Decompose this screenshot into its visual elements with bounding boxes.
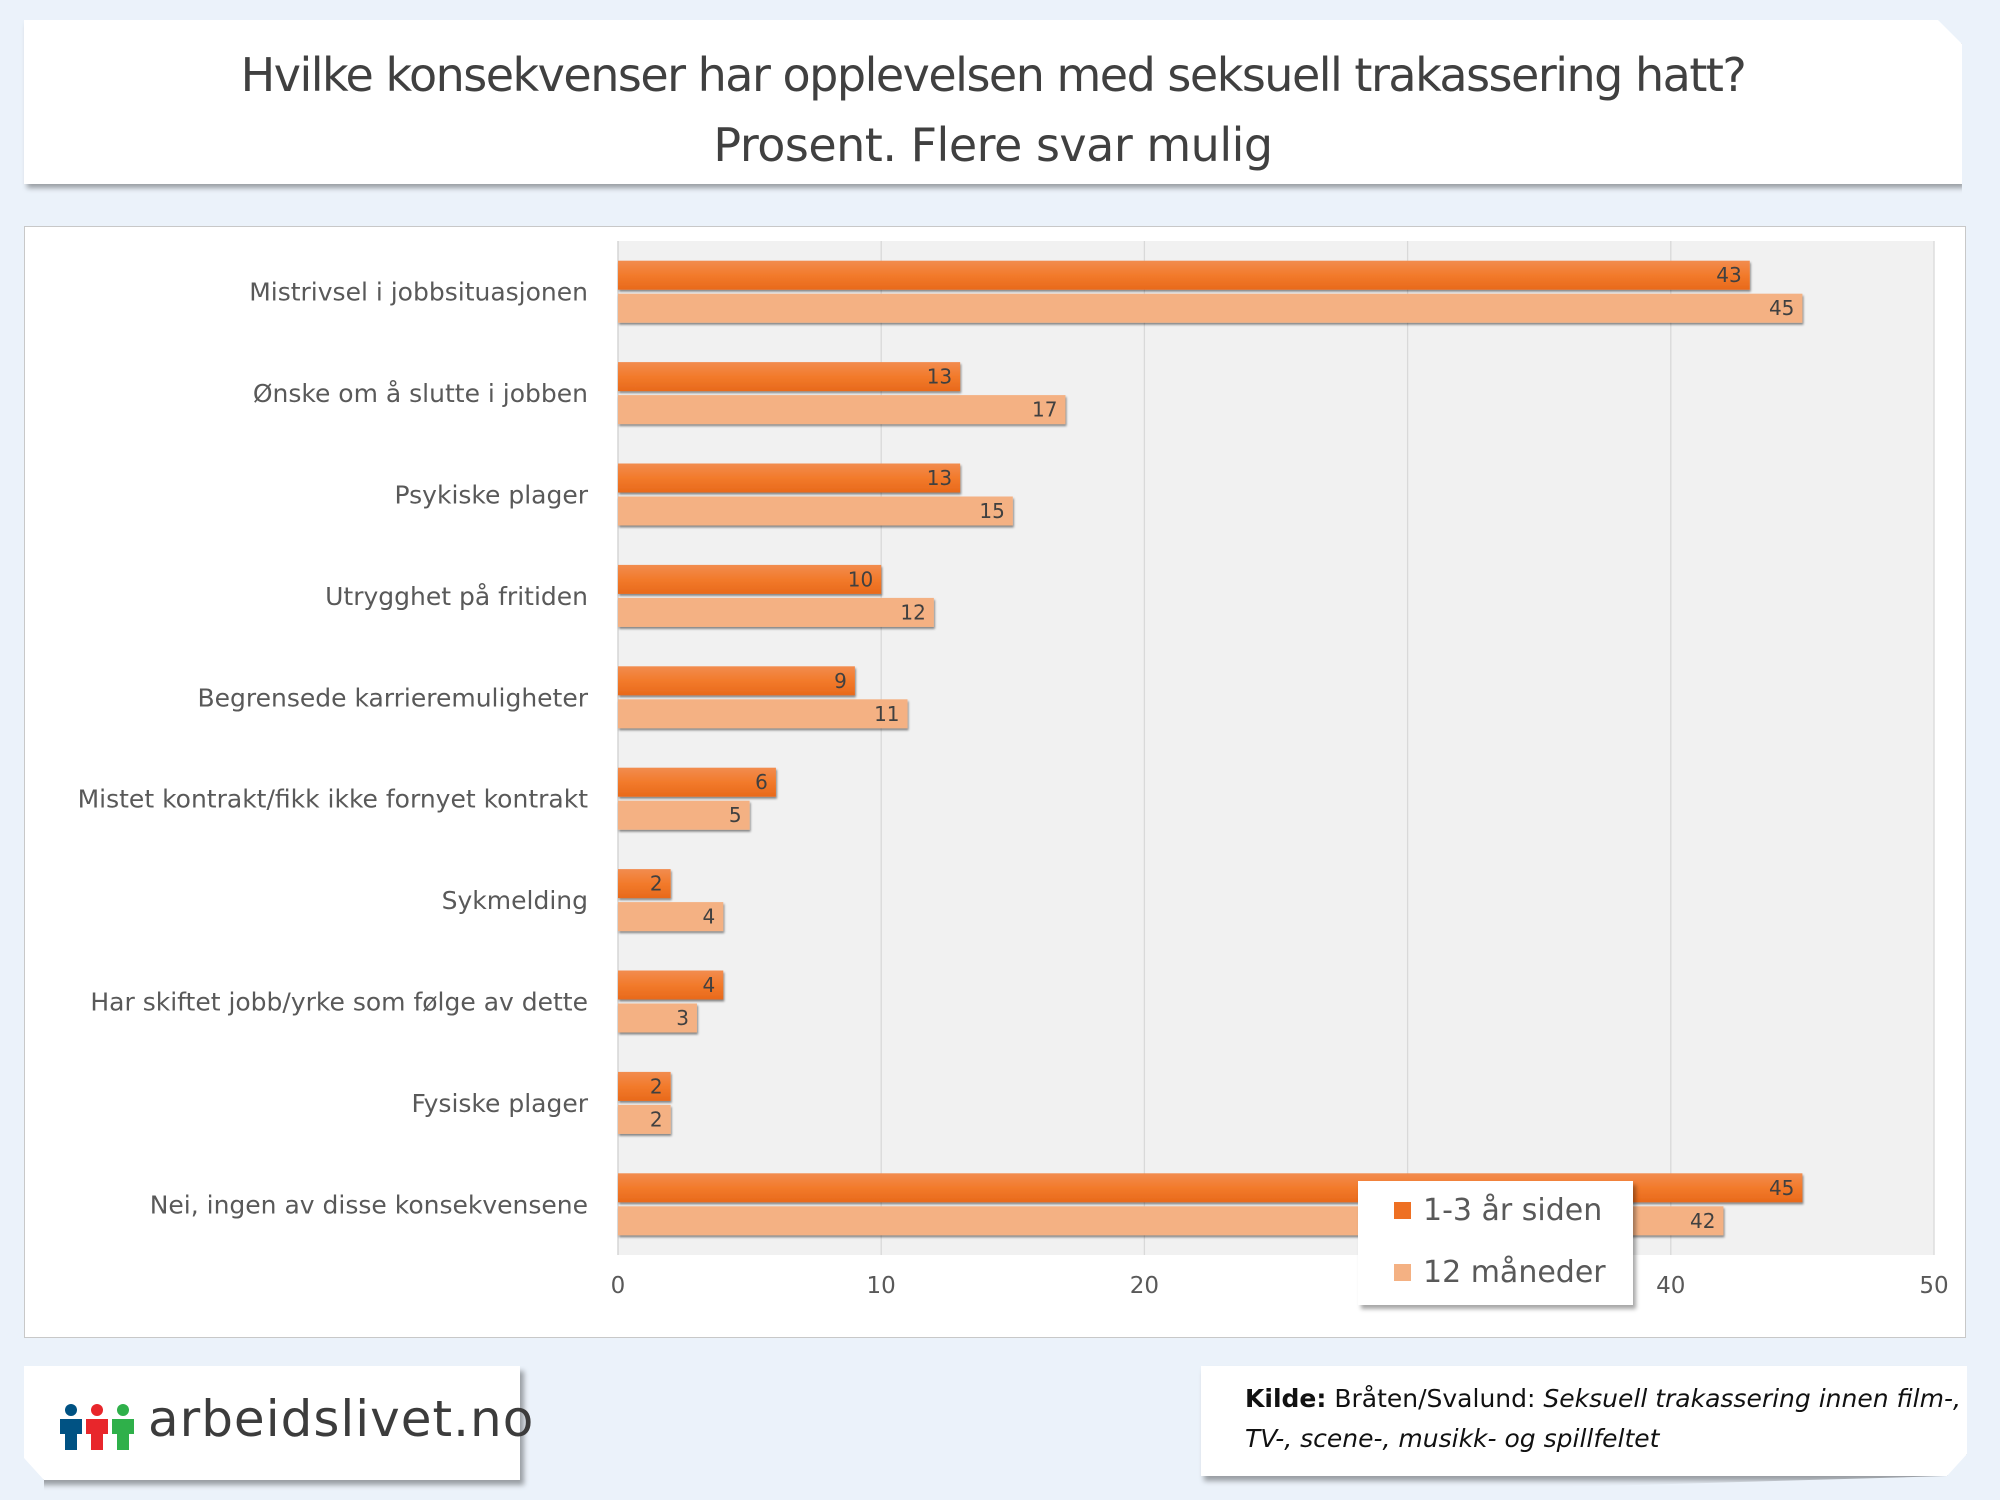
legend-item-1-3-ar: 1-3 år siden xyxy=(1394,1193,1602,1228)
value-label: 9 xyxy=(834,669,847,693)
logo-text: arbeidslivet.no xyxy=(148,1390,535,1448)
bar-1-3-ar-siden xyxy=(618,1071,671,1101)
category-label: Psykiske plager xyxy=(395,481,589,510)
person-body xyxy=(112,1419,134,1450)
value-label: 10 xyxy=(848,567,873,591)
value-label: 4 xyxy=(703,905,716,929)
title-panel: Hvilke konsekvenser har opplevelsen med … xyxy=(24,20,1962,184)
bar-12-maneder xyxy=(618,800,750,830)
source-line-2: TV-, scene-, musikk- og spillfeltet xyxy=(1245,1424,1659,1453)
x-tick-label: 10 xyxy=(867,1273,896,1299)
person-body xyxy=(60,1419,82,1450)
source-label: Kilde: xyxy=(1245,1384,1327,1413)
value-label: 45 xyxy=(1769,296,1794,320)
bar-12-maneder xyxy=(618,699,908,729)
bar-1-3-ar-siden xyxy=(618,463,961,493)
legend-label: 12 måneder xyxy=(1423,1255,1606,1290)
chart-title: Hvilke konsekvenser har opplevelsen med … xyxy=(240,48,1746,102)
logo-panel: arbeidslivet.no xyxy=(24,1366,520,1480)
value-label: 2 xyxy=(650,872,663,896)
bar-1-3-ar-siden xyxy=(618,869,671,899)
source-line-1: Kilde: Bråten/Svalund: Seksuell trakasse… xyxy=(1245,1384,1961,1413)
source-authors: Bråten/Svalund: xyxy=(1326,1384,1544,1413)
value-label: 2 xyxy=(650,1107,663,1131)
bar-1-3-ar-siden xyxy=(618,666,855,696)
bar-12-maneder xyxy=(618,902,724,932)
value-label: 15 xyxy=(979,499,1004,523)
person-body xyxy=(86,1419,108,1450)
person-head xyxy=(91,1404,103,1416)
value-label: 3 xyxy=(676,1006,689,1030)
bar-chart: 01020304050Mistrivsel i jobbsituasjonen4… xyxy=(78,241,1949,1299)
category-label: Har skiftet jobb/yrke som følge av dette xyxy=(90,988,588,1017)
bar-1-3-ar-siden xyxy=(618,564,882,594)
value-label: 17 xyxy=(1032,398,1057,422)
x-tick-label: 0 xyxy=(611,1273,626,1299)
chart-subtitle: Prosent. Flere svar mulig xyxy=(713,118,1273,172)
bar-12-maneder xyxy=(618,597,934,627)
legend-item-12-maneder: 12 måneder xyxy=(1394,1255,1606,1290)
value-label: 13 xyxy=(927,365,952,389)
person-head xyxy=(117,1404,129,1416)
legend-swatch-dark-orange xyxy=(1394,1202,1411,1219)
value-label: 2 xyxy=(650,1074,663,1098)
value-label: 45 xyxy=(1769,1176,1794,1200)
person-head xyxy=(65,1404,77,1416)
value-label: 5 xyxy=(729,803,742,827)
bar-12-maneder xyxy=(618,395,1066,425)
category-label: Begrensede karrieremuligheter xyxy=(197,683,588,712)
source-title-2: TV-, scene-, musikk- og spillfeltet xyxy=(1245,1424,1660,1453)
chart-panel: 01020304050Mistrivsel i jobbsituasjonen4… xyxy=(24,226,1966,1338)
bar-12-maneder xyxy=(618,1003,697,1033)
value-label: 4 xyxy=(703,973,716,997)
people-logo-icon xyxy=(60,1404,136,1452)
category-label: Mistet kontrakt/fikk ikke fornyet kontra… xyxy=(78,785,589,814)
value-label: 6 xyxy=(755,770,768,794)
category-label: Utrygghet på fritiden xyxy=(325,582,588,611)
category-label: Ønske om å slutte i jobben xyxy=(253,379,588,408)
x-tick-label: 20 xyxy=(1130,1273,1159,1299)
category-label: Fysiske plager xyxy=(412,1089,589,1118)
value-label: 13 xyxy=(927,466,952,490)
bar-12-maneder xyxy=(618,293,1803,323)
bar-1-3-ar-siden xyxy=(618,260,1750,290)
plot-area xyxy=(618,241,1934,1255)
bar-12-maneder xyxy=(618,1104,671,1134)
category-label: Sykmelding xyxy=(442,886,588,915)
value-label: 42 xyxy=(1690,1209,1715,1233)
value-label: 12 xyxy=(900,600,925,624)
source-panel: Kilde: Bråten/Svalund: Seksuell trakasse… xyxy=(1201,1366,1967,1476)
legend-swatch-light-orange xyxy=(1394,1264,1411,1281)
value-label: 11 xyxy=(874,702,899,726)
category-label: Mistrivsel i jobbsituasjonen xyxy=(249,278,588,307)
bar-1-3-ar-siden xyxy=(618,362,961,392)
value-label: 43 xyxy=(1716,263,1741,287)
legend-label: 1-3 år siden xyxy=(1423,1193,1603,1228)
category-label: Nei, ingen av disse konsekvensene xyxy=(150,1190,588,1219)
source-title-1: Seksuell trakassering innen film-, xyxy=(1543,1384,1961,1413)
bar-12-maneder xyxy=(618,496,1013,526)
bar-1-3-ar-siden xyxy=(618,767,776,797)
bar-1-3-ar-siden xyxy=(618,970,724,1000)
x-tick-label: 50 xyxy=(1919,1273,1948,1299)
x-tick-label: 40 xyxy=(1656,1273,1685,1299)
chart-legend: 1-3 år siden 12 måneder xyxy=(1358,1181,1633,1305)
